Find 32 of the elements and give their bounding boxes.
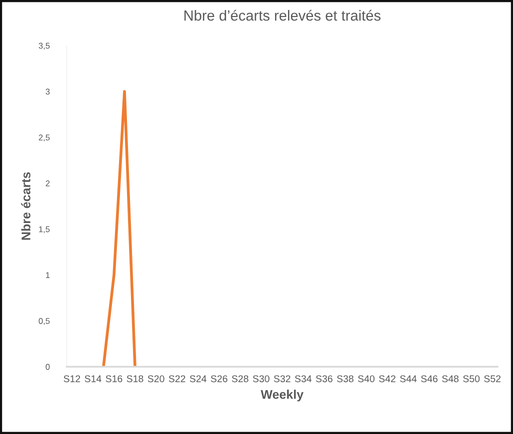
x-tick-label: S38	[337, 375, 354, 382]
x-tick-label: S36	[316, 375, 332, 382]
x-axis-title: Weekly	[260, 390, 304, 402]
x-tick-label: S30	[252, 375, 270, 382]
y-tick-label: 2	[46, 180, 50, 186]
x-tick-label: S50	[463, 375, 480, 382]
y-tick-label: 2,5	[38, 134, 50, 142]
x-tick-label: S18	[126, 375, 144, 382]
x-tick-label: S20	[148, 375, 164, 382]
y-tick-label: 3	[46, 88, 50, 95]
y-tick-label: 3,5	[38, 42, 50, 50]
y-axis-title: Nbre écarts	[21, 172, 30, 240]
x-tick-label: S14	[84, 375, 102, 382]
y-tick-label: 0	[46, 364, 50, 370]
x-tick-label: S44	[400, 375, 417, 382]
x-tick-label: S34	[294, 375, 312, 382]
y-tick-label: 1	[46, 272, 50, 278]
y-tick-label: 1,5	[39, 226, 50, 234]
x-tick-label: S42	[379, 375, 396, 382]
x-tick-label: S46	[421, 375, 438, 382]
x-tick-label: S26	[210, 375, 228, 382]
x-tick-label: S16	[106, 375, 122, 382]
x-tick-label: S32	[274, 375, 290, 382]
x-tick-label: S24	[190, 375, 206, 382]
x-tick-label: S28	[232, 375, 248, 382]
chart-title: Nbre d’écarts relevés et traités	[184, 10, 381, 21]
x-tick-label: S48	[442, 375, 459, 382]
x-tick-label: S12	[64, 375, 80, 382]
x-tick-label: S40	[358, 375, 374, 382]
x-tick-label: S22	[168, 375, 186, 382]
y-tick-label: 0,5	[38, 318, 50, 325]
x-tick-label: S52	[484, 375, 501, 382]
